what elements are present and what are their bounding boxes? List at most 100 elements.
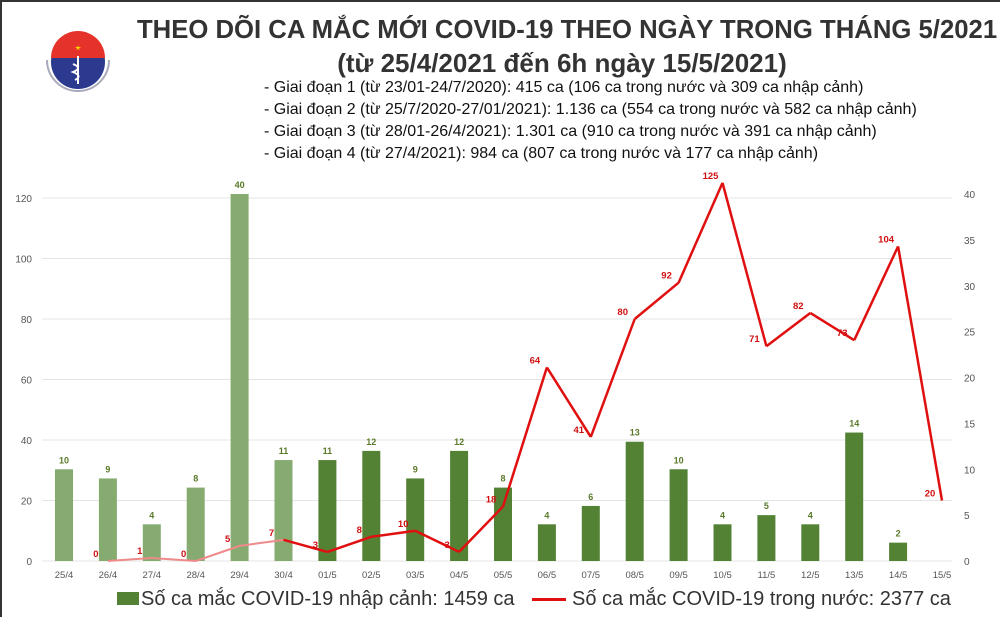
bar — [406, 478, 425, 561]
bar — [669, 469, 688, 561]
bar-label: 13 — [630, 428, 640, 438]
phase-note: - Giai đoạn 1 (từ 23/01-24/7/2020): 415 … — [264, 79, 864, 96]
line-label: 41 — [574, 425, 585, 436]
line-label: 10 — [398, 519, 409, 530]
right-tick-label: 15 — [964, 419, 976, 430]
bar — [889, 542, 908, 561]
bar — [625, 441, 644, 561]
line-segment — [765, 311, 812, 348]
line-label: 1 — [137, 546, 143, 557]
x-tick-label: 05/5 — [494, 570, 513, 581]
right-tick-label: 35 — [964, 236, 976, 247]
legend-line-swatch — [532, 598, 566, 602]
right-tick-label: 20 — [964, 374, 976, 385]
legend-imported: Số ca mắc COVID-19 nhập cảnh: 1459 ca — [117, 588, 515, 611]
x-tick-label: 14/5 — [889, 570, 908, 581]
line-label: 71 — [749, 334, 760, 345]
line-segment — [545, 366, 592, 438]
left-tick-label: 20 — [21, 497, 33, 508]
x-tick-label: 28/4 — [186, 570, 205, 581]
bar-label: 6 — [588, 492, 593, 502]
line-segment — [677, 182, 724, 284]
line-label: 104 — [878, 234, 895, 245]
bar — [713, 524, 732, 561]
line-label: 8 — [357, 525, 362, 536]
left-tick-label: 100 — [15, 255, 32, 266]
line-label: 20 — [925, 489, 936, 500]
x-tick-label: 04/5 — [450, 570, 469, 581]
line-segment — [371, 529, 416, 539]
x-tick-label: 07/5 — [582, 570, 601, 581]
bar-label: 9 — [413, 464, 418, 474]
bar — [757, 515, 776, 561]
line-segment — [326, 535, 372, 554]
phase-note: - Giai đoạn 3 (từ 28/01-26/4/2021): 1.30… — [264, 123, 877, 140]
line-segment — [633, 281, 680, 320]
x-tick-label: 08/5 — [625, 570, 644, 581]
x-tick-label: 30/4 — [274, 570, 293, 581]
x-tick-label: 09/5 — [669, 570, 688, 581]
bar-label: 8 — [193, 474, 198, 484]
x-tick-label: 01/5 — [318, 570, 337, 581]
bar — [186, 487, 205, 561]
bar-label: 4 — [720, 510, 725, 520]
bar — [142, 524, 161, 561]
line-label: 0 — [93, 549, 98, 560]
bar — [98, 478, 117, 561]
line-label: 125 — [703, 171, 720, 182]
bar-label: 10 — [674, 455, 684, 465]
right-tick-label: 25 — [964, 328, 976, 339]
x-tick-label: 11/5 — [758, 570, 776, 581]
line-segment — [721, 182, 768, 347]
line-segment — [414, 529, 460, 554]
left-tick-label: 80 — [21, 315, 33, 326]
left-tick-label: 0 — [26, 557, 32, 568]
left-tick-label: 60 — [21, 376, 33, 387]
line-segment — [853, 245, 900, 341]
line-segment — [589, 318, 636, 438]
line-label: 7 — [269, 528, 274, 539]
line-label: 18 — [486, 495, 497, 506]
line-label: 80 — [617, 307, 628, 318]
bar-label: 4 — [149, 510, 154, 520]
line-segment — [458, 505, 504, 553]
line-label: 73 — [837, 328, 848, 339]
legend-bar-swatch — [117, 592, 139, 605]
bar — [55, 469, 73, 561]
bar — [494, 487, 512, 561]
ministry-of-health-logo — [46, 31, 110, 92]
bar-label: 14 — [849, 419, 859, 429]
bar-label: 11 — [279, 446, 289, 456]
bar — [801, 524, 820, 561]
x-tick-label: 29/4 — [230, 570, 249, 581]
line-label: 3 — [444, 540, 449, 551]
line-label: 92 — [661, 271, 672, 282]
bar — [845, 432, 864, 561]
line-segment — [283, 538, 328, 554]
x-tick-label: 27/4 — [143, 570, 162, 581]
right-tick-label: 30 — [964, 282, 976, 293]
bar-label: 10 — [59, 455, 69, 465]
line-label: 5 — [225, 534, 231, 545]
x-tick-label: 03/5 — [406, 570, 425, 581]
bar — [230, 194, 249, 561]
line-label: 0 — [181, 549, 186, 560]
x-tick-label: 15/5 — [933, 570, 952, 581]
line-label: 3 — [313, 540, 318, 551]
bar-label: 4 — [544, 510, 549, 520]
bar — [362, 450, 381, 561]
line-segment — [896, 246, 944, 501]
right-tick-label: 10 — [964, 465, 976, 476]
line-segment — [195, 544, 240, 562]
x-tick-label: 25/4 — [55, 570, 74, 581]
right-tick-label: 40 — [964, 190, 976, 201]
x-tick-label: 26/4 — [99, 570, 118, 581]
bar-label: 4 — [808, 510, 813, 520]
legend-domestic: Số ca mắc COVID-19 trong nước: 2377 ca — [532, 588, 951, 611]
x-tick-label: 10/5 — [713, 570, 732, 581]
line-label: 64 — [530, 355, 541, 366]
legend-imported-label: Số ca mắc COVID-19 nhập cảnh: 1459 ca — [141, 588, 515, 610]
bar-label: 11 — [323, 446, 333, 456]
line-segment — [239, 538, 284, 547]
chart-subtitle: (từ 25/4/2021 đến 6h ngày 15/5/2021) — [337, 48, 787, 78]
